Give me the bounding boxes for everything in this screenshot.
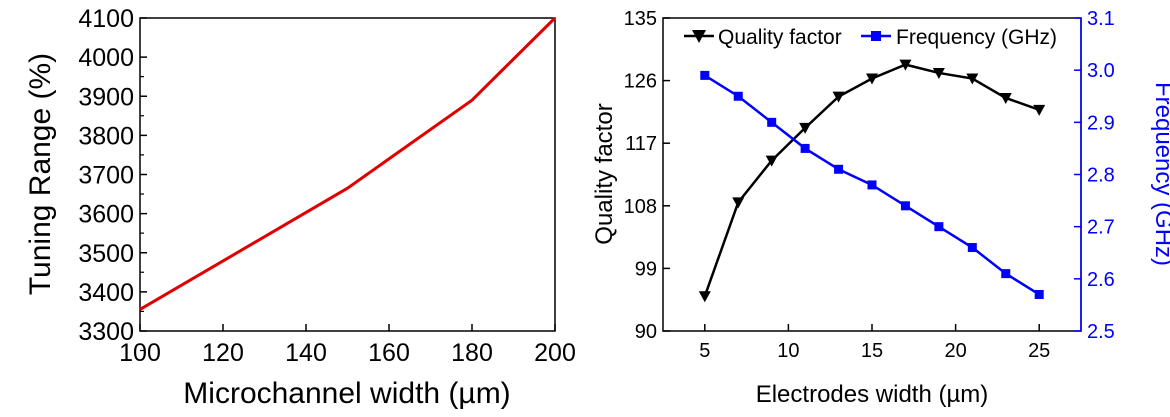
x-tick-label: 25 [1028, 340, 1050, 362]
y-tick-label: 90 [635, 321, 657, 343]
y-tick-label: 4100 [78, 5, 134, 33]
plot-area-frame [662, 17, 1082, 332]
quality-point [1033, 104, 1046, 116]
x-tick-label: 100 [119, 339, 161, 367]
y2-tick-label: 2.5 [1087, 321, 1115, 343]
legend-marker-frequency [871, 31, 881, 41]
series-line-tuning-range [139, 16, 557, 311]
plot-area-frame [139, 17, 556, 332]
x-axis-ticks: 100 120 140 160 180 200 [119, 324, 576, 367]
y-tick-label: 99 [635, 258, 657, 280]
frequency-point [767, 117, 777, 127]
quality-point [765, 155, 778, 167]
y-tick-label: 3900 [78, 83, 134, 111]
quality-point [932, 67, 945, 79]
x-tick-label: 5 [699, 340, 710, 362]
y-tick-label: 3700 [78, 162, 134, 190]
y-axis-label: Quality factor [591, 103, 618, 244]
y-tick-label: 117 [625, 133, 657, 155]
frequency-point [1001, 269, 1011, 279]
x-tick-label: 180 [451, 339, 493, 367]
y2-axis-label: Frequency (GHz) [1150, 82, 1170, 266]
legend: Quality factor Frequency (GHz) [684, 26, 1057, 49]
y-tick-label: 3400 [78, 279, 134, 307]
y2-tick-label: 2.7 [1087, 217, 1115, 239]
y-axis-ticks: 3300 3400 3500 3600 3700 3800 3900 4000 4100 [78, 5, 147, 352]
frequency-point [834, 164, 844, 174]
left-y-axis-ticks: 90 99 108 117 126 135 [624, 8, 670, 343]
x-tick-label: 10 [777, 340, 799, 362]
x-tick-label: 160 [368, 339, 410, 367]
y-tick-label: 3600 [78, 201, 134, 229]
quality-point [732, 197, 745, 209]
x-axis-label: Electrodes width (µm) [756, 381, 989, 408]
x-tick-label: 200 [534, 339, 576, 367]
quality-frequency-chart: 90 99 108 117 126 135 2.5 2.6 2.7 2.8 2.9 3.0 3.1 5… [591, 8, 1170, 408]
frequency-point [867, 180, 877, 190]
series-markers [698, 59, 1046, 303]
series-lines [703, 63, 1040, 297]
quality-point [799, 122, 812, 134]
x-axis-ticks: 5 10 15 20 25 [699, 324, 1050, 362]
y-tick-label: 3500 [78, 240, 134, 268]
series-lines [139, 16, 557, 311]
x-tick-label: 15 [861, 340, 883, 362]
tuning-range-chart: 3300 3400 3500 3600 3700 3800 3900 4000 4100 100… [24, 5, 576, 410]
frequency-point [967, 243, 977, 253]
frequency-point [934, 222, 944, 232]
x-tick-label: 140 [285, 339, 327, 367]
x-tick-label: 20 [944, 340, 966, 362]
y2-tick-label: 2.8 [1087, 165, 1115, 187]
frequency-point [700, 70, 710, 80]
quality-point [966, 73, 979, 85]
y-tick-label: 3800 [78, 122, 134, 150]
y2-tick-label: 3.0 [1087, 60, 1115, 82]
y-axis-label: Tuning Range (%) [24, 53, 57, 295]
quality-point [999, 92, 1012, 104]
y2-tick-label: 2.9 [1087, 112, 1115, 134]
x-axis-label: Microchannel width (µm) [183, 377, 510, 410]
frequency-point [900, 201, 910, 211]
y2-tick-label: 2.6 [1087, 269, 1115, 291]
frequency-point [800, 143, 810, 153]
legend-label-quality: Quality factor [718, 26, 842, 49]
frequency-point [733, 91, 743, 101]
y-tick-label: 4000 [78, 44, 134, 72]
legend-label-frequency: Frequency (GHz) [896, 26, 1057, 49]
y-tick-label: 108 [624, 196, 657, 218]
y2-tick-label: 3.1 [1087, 8, 1115, 30]
y-tick-label: 3300 [78, 318, 134, 346]
legend-marker-quality [692, 30, 706, 43]
quality-point [832, 91, 845, 103]
y-tick-label: 126 [624, 71, 657, 93]
x-tick-label: 120 [202, 339, 244, 367]
quality-point [698, 291, 711, 303]
right-y-axis-ticks: 2.5 2.6 2.7 2.8 2.9 3.0 3.1 [1074, 8, 1115, 343]
quality-point [899, 59, 912, 71]
frequency-point [1034, 289, 1044, 299]
quality-point [866, 73, 878, 85]
y-tick-label: 135 [624, 8, 657, 30]
